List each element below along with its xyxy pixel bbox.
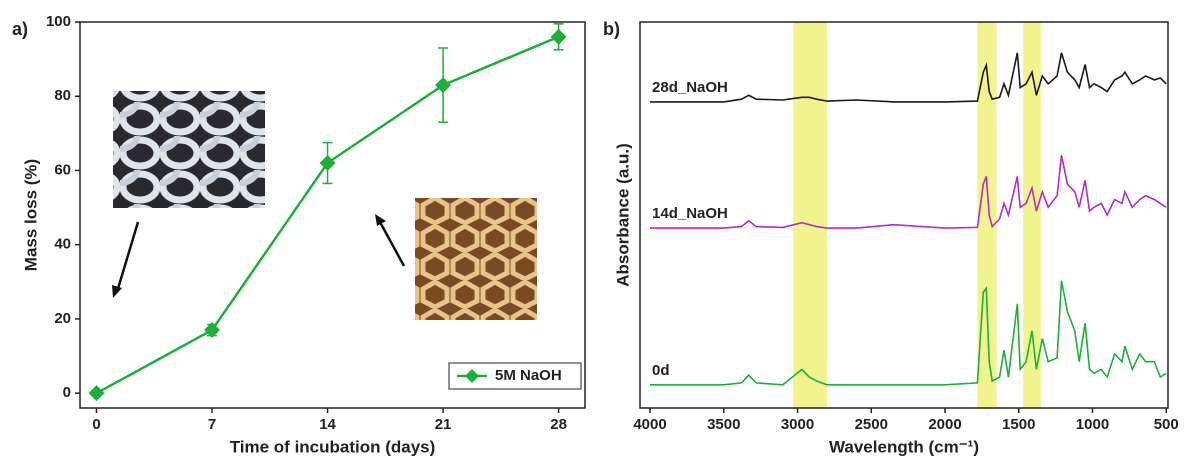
highlight-band xyxy=(1023,22,1041,408)
y-axis-title: Absorbance (a.u.) xyxy=(613,143,632,287)
x-tick-label: 21 xyxy=(435,416,452,433)
inset-photo-foam xyxy=(415,198,537,320)
inset-photo-mesh xyxy=(113,91,265,208)
y-axis-title: Mass loss (%) xyxy=(21,159,40,271)
marker xyxy=(319,155,336,172)
x-axis-title: Wavelength (cm⁻¹) xyxy=(829,437,979,456)
y-tick-label: 0 xyxy=(63,384,71,401)
marker xyxy=(204,322,221,339)
marker xyxy=(88,385,105,402)
marker xyxy=(550,28,567,45)
x-tick-label: 2500 xyxy=(855,416,888,433)
x-tick-label: 1000 xyxy=(1076,416,1109,433)
x-tick-label: 0 xyxy=(92,416,100,433)
y-tick-label: 20 xyxy=(54,310,71,327)
x-tick-label: 500 xyxy=(1154,416,1179,433)
x-tick-label: 28 xyxy=(550,416,567,433)
series-line xyxy=(650,280,1167,386)
x-tick-label: 7 xyxy=(208,416,216,433)
x-axis-title: Time of incubation (days) xyxy=(230,437,436,456)
series-line xyxy=(650,155,1167,229)
panel-label: b) xyxy=(603,19,620,39)
arrow-head xyxy=(112,285,122,298)
highlight-band xyxy=(793,22,828,408)
legend-label: 5M NaOH xyxy=(495,367,562,384)
arrow xyxy=(115,221,140,293)
x-tick-label: 3500 xyxy=(707,416,740,433)
x-tick-label: 4000 xyxy=(633,416,666,433)
y-tick-label: 40 xyxy=(54,236,71,253)
x-tick-label: 3000 xyxy=(781,416,814,433)
x-tick-label: 14 xyxy=(319,416,336,433)
y-tick-label: 60 xyxy=(54,161,71,178)
panel-label: a) xyxy=(12,19,28,39)
arrow xyxy=(378,221,406,267)
arrow-head xyxy=(375,214,386,226)
legend-marker xyxy=(465,369,479,383)
x-tick-label: 1500 xyxy=(1002,416,1035,433)
plot-frame xyxy=(79,21,586,409)
series-label: 28d_NaOH xyxy=(652,79,728,96)
y-tick-label: 80 xyxy=(54,87,71,104)
series-line xyxy=(650,52,1167,103)
marker xyxy=(435,77,452,94)
x-tick-label: 2000 xyxy=(928,416,961,433)
series-label: 14d_NaOH xyxy=(652,205,728,222)
series-label: 0d xyxy=(652,362,670,379)
plot-frame xyxy=(639,21,1169,409)
y-tick-label: 100 xyxy=(46,13,71,30)
